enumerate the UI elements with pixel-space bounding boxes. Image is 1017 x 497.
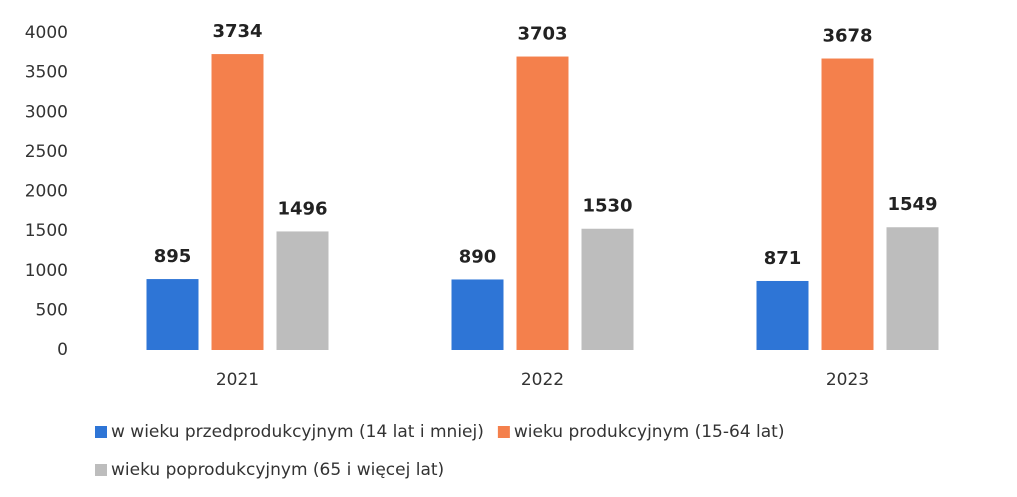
y-tick-label: 2500 bbox=[25, 142, 68, 162]
bar bbox=[146, 279, 199, 350]
y-tick-label: 500 bbox=[36, 300, 68, 320]
y-tick-label: 1500 bbox=[25, 221, 68, 241]
legend-swatch bbox=[95, 426, 107, 438]
data-label: 890 bbox=[459, 246, 497, 267]
data-label: 1496 bbox=[277, 198, 327, 219]
legend-label: w wieku przedprodukcyjnym (14 lat i mnie… bbox=[111, 422, 484, 442]
data-label: 871 bbox=[764, 248, 802, 269]
data-label: 1530 bbox=[582, 196, 632, 217]
x-tick-label: 2022 bbox=[521, 370, 564, 390]
bar bbox=[756, 280, 809, 350]
data-label: 3678 bbox=[822, 26, 872, 47]
bar bbox=[821, 58, 874, 351]
bar bbox=[211, 54, 264, 350]
bar bbox=[581, 228, 634, 350]
legend-label: wieku produkcyjnym (15-64 lat) bbox=[514, 422, 785, 442]
y-tick-label: 4000 bbox=[25, 23, 68, 43]
x-tick-label: 2021 bbox=[216, 370, 259, 390]
data-label: 3734 bbox=[212, 21, 262, 42]
bar bbox=[516, 56, 569, 350]
y-tick-label: 1000 bbox=[25, 261, 68, 281]
bar bbox=[886, 227, 939, 350]
bar bbox=[276, 231, 329, 350]
y-tick-label: 3000 bbox=[25, 102, 68, 122]
data-label: 1549 bbox=[887, 194, 937, 215]
legend-swatch bbox=[497, 426, 510, 438]
legend-label: wieku poprodukcyjnym (65 i więcej lat) bbox=[111, 460, 444, 480]
y-tick-label: 3500 bbox=[25, 63, 68, 83]
legend-swatch bbox=[95, 464, 107, 476]
bar bbox=[451, 279, 504, 350]
y-tick-label: 0 bbox=[57, 340, 68, 360]
data-label: 3703 bbox=[517, 24, 567, 45]
y-tick-label: 2000 bbox=[25, 182, 68, 202]
x-tick-label: 2023 bbox=[826, 370, 869, 390]
data-label: 895 bbox=[154, 246, 192, 267]
